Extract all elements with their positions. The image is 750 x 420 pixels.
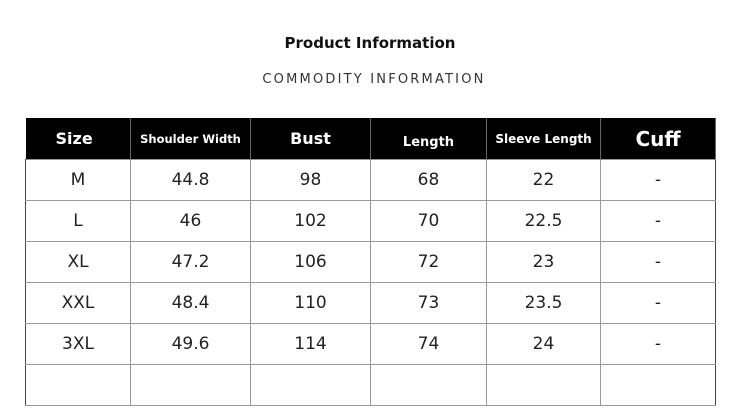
header-sleeve-length: Sleeve Length [486, 118, 601, 160]
cell-sleeve-length [486, 364, 601, 406]
cell-shoulder-width: 44.8 [130, 159, 251, 201]
cell-sleeve-length: 24 [486, 323, 601, 365]
size-table: Size Shoulder Width Bust Length Sleeve L… [25, 118, 716, 406]
table-row [25, 364, 716, 406]
cell-bust: 102 [250, 200, 371, 242]
cell-cuff: - [600, 159, 716, 201]
cell-size: XL [25, 241, 131, 283]
cell-sleeve-length: 22 [486, 159, 601, 201]
page-subtitle: COMMODITY INFORMATION [262, 72, 486, 87]
cell-shoulder-width: 49.6 [130, 323, 251, 365]
cell-bust: 106 [250, 241, 371, 283]
cell-cuff [600, 364, 716, 406]
table-row: M 44.8 98 68 22- [25, 159, 716, 201]
cell-length [370, 364, 487, 406]
cell-size: XXL [25, 282, 131, 324]
cell-shoulder-width: 48.4 [130, 282, 251, 324]
header-shoulder-width: Shoulder Width [130, 118, 251, 160]
cell-cuff: - [600, 323, 716, 365]
cell-length: 68 [370, 159, 487, 201]
cell-sleeve-length: 22.5 [486, 200, 601, 242]
page-title: Product Information [284, 34, 456, 52]
cell-cuff: - [600, 282, 716, 324]
cell-sleeve-length: 23 [486, 241, 601, 283]
table-row: XXL 48.4 110 73 23.5- [25, 282, 716, 324]
header-bust: Bust [250, 118, 371, 160]
cell-bust: 98 [250, 159, 371, 201]
header-size: Size [25, 118, 131, 160]
cell-bust: 110 [250, 282, 371, 324]
header-length: Length [370, 118, 487, 160]
cell-length: 73 [370, 282, 487, 324]
cell-size: 3XL [25, 323, 131, 365]
table-row: 3XL 49.6 114 74 24- [25, 323, 716, 365]
cell-length: 74 [370, 323, 487, 365]
cell-size: L [25, 200, 131, 242]
cell-shoulder-width: 46 [130, 200, 251, 242]
cell-bust [250, 364, 371, 406]
cell-length: 70 [370, 200, 487, 242]
cell-bust: 114 [250, 323, 371, 365]
table-row: L 46 102 70 22.5- [25, 200, 716, 242]
cell-sleeve-length: 23.5 [486, 282, 601, 324]
cell-size: M [25, 159, 131, 201]
cell-cuff: - [600, 241, 716, 283]
header-cuff: Cuff [600, 118, 716, 160]
cell-shoulder-width: 47.2 [130, 241, 251, 283]
cell-shoulder-width [130, 364, 251, 406]
table-header-row: Size Shoulder Width Bust Length Sleeve L… [25, 118, 716, 160]
cell-length: 72 [370, 241, 487, 283]
cell-size [25, 364, 131, 406]
cell-cuff: - [600, 200, 716, 242]
table-row: XL 47.2 106 72 23- [25, 241, 716, 283]
